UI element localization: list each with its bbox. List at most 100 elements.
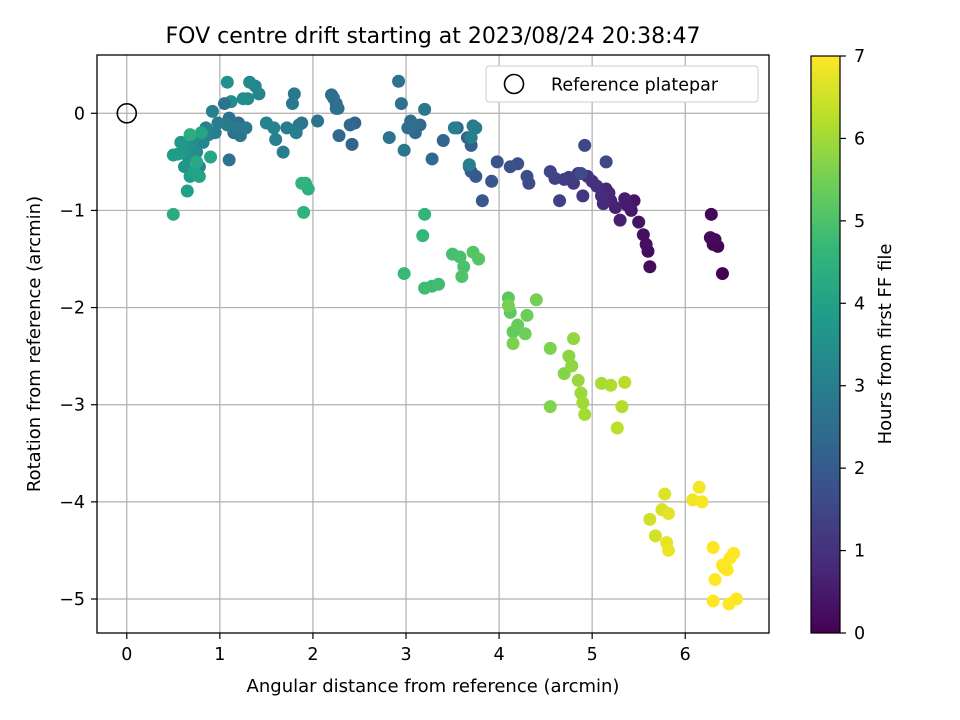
- data-point: [543, 165, 557, 179]
- data-point: [406, 118, 420, 132]
- colorbar: 0 1 2 3 4 5 6 7 Hours from first FF file: [810, 47, 896, 644]
- data-point: [462, 158, 476, 172]
- data-point: [553, 194, 567, 208]
- data-point: [567, 332, 581, 346]
- data-point: [565, 359, 579, 373]
- data-point: [717, 561, 731, 575]
- data-point: [285, 97, 299, 111]
- data-point: [636, 228, 650, 242]
- data-point: [392, 74, 406, 88]
- data-point: [297, 205, 311, 219]
- y-tick-label: −5: [59, 590, 85, 610]
- data-point: [695, 495, 709, 509]
- y-tick-label: −3: [59, 396, 85, 416]
- data-point: [706, 541, 720, 555]
- data-point: [511, 318, 525, 332]
- data-point: [192, 169, 206, 183]
- data-point: [205, 104, 219, 118]
- data-point: [574, 386, 588, 400]
- x-tick-label: 3: [400, 645, 411, 665]
- data-point: [520, 308, 534, 322]
- data-point: [615, 400, 629, 414]
- data-point: [174, 135, 188, 149]
- data-point: [658, 487, 672, 501]
- data-point: [259, 116, 273, 130]
- colorbar-tick-label: 1: [854, 542, 865, 562]
- data-point: [295, 176, 309, 190]
- data-point: [455, 269, 469, 283]
- data-point: [692, 480, 706, 494]
- data-point: [289, 126, 303, 140]
- data-point: [703, 231, 717, 245]
- data-point: [503, 160, 517, 174]
- data-point: [618, 375, 632, 389]
- colorbar-tick-label: 6: [854, 129, 865, 149]
- data-point: [576, 396, 590, 410]
- data-point: [190, 155, 204, 169]
- data-point: [269, 133, 283, 147]
- data-point: [457, 260, 471, 274]
- data-point: [382, 131, 396, 145]
- y-tick-label: 0: [74, 104, 85, 124]
- data-point: [543, 400, 557, 414]
- data-point: [287, 87, 301, 101]
- plot-frame: [96, 54, 770, 634]
- data-point: [222, 153, 236, 167]
- plot-area: 0 1 2 3 4 5 6 0 −1 −2 −3 −4 −5 Reference platepar: [59, 54, 770, 665]
- x-axis-ticks: 0 1 2 3 4 5 6: [121, 633, 691, 665]
- colorbar-tick-label: 7: [854, 47, 865, 67]
- legend-box: [485, 65, 759, 103]
- y-axis-ticks: 0 −1 −2 −3 −4 −5: [59, 104, 97, 610]
- x-axis-label: Angular distance from reference (arcmin): [247, 676, 620, 697]
- data-point: [326, 91, 340, 105]
- legend-label: Reference platepar: [551, 76, 719, 96]
- data-point: [574, 167, 588, 181]
- data-point: [578, 138, 592, 152]
- y-tick-label: −1: [59, 201, 85, 221]
- data-point: [464, 131, 478, 145]
- y-tick-label: −4: [59, 493, 85, 513]
- data-point: [722, 597, 736, 611]
- colorbar-gradient: [810, 55, 841, 634]
- data-point: [447, 121, 461, 135]
- colorbar-ticks: 0 1 2 3 4 5 6 7: [840, 47, 865, 644]
- data-point: [469, 121, 483, 135]
- colorbar-label: Hours from first FF file: [875, 244, 896, 445]
- colorbar-tick-label: 2: [854, 459, 865, 479]
- data-point: [543, 341, 557, 355]
- data-point: [529, 293, 543, 307]
- data-point: [276, 145, 290, 159]
- data-point: [661, 543, 675, 557]
- data-point: [715, 267, 729, 281]
- data-point: [632, 215, 646, 229]
- data-point: [236, 92, 250, 106]
- data-point: [571, 373, 585, 387]
- grid-lines: [97, 55, 769, 633]
- data-point: [397, 267, 411, 281]
- data-point: [418, 102, 432, 116]
- data-point: [204, 150, 218, 164]
- data-point: [613, 213, 627, 227]
- data-point: [239, 121, 253, 135]
- data-points: [166, 74, 743, 611]
- data-point: [643, 260, 657, 274]
- data-point: [485, 174, 499, 188]
- data-point: [332, 129, 346, 143]
- data-point: [311, 114, 325, 128]
- data-point: [576, 189, 590, 203]
- y-axis-label: Rotation from reference (arcmin): [24, 196, 45, 492]
- x-tick-label: 4: [494, 645, 505, 665]
- colorbar-tick-label: 3: [854, 377, 865, 397]
- data-point: [506, 337, 520, 351]
- data-point: [416, 229, 430, 243]
- data-point: [501, 299, 515, 313]
- data-point: [518, 327, 532, 341]
- chart-title: FOV centre drift starting at 2023/08/24 …: [166, 24, 701, 49]
- data-point: [295, 116, 309, 130]
- legend: Reference platepar: [485, 65, 759, 103]
- colorbar-tick-label: 0: [854, 624, 865, 644]
- data-point: [610, 421, 624, 435]
- y-tick-label: −2: [59, 299, 85, 319]
- data-point: [604, 378, 618, 392]
